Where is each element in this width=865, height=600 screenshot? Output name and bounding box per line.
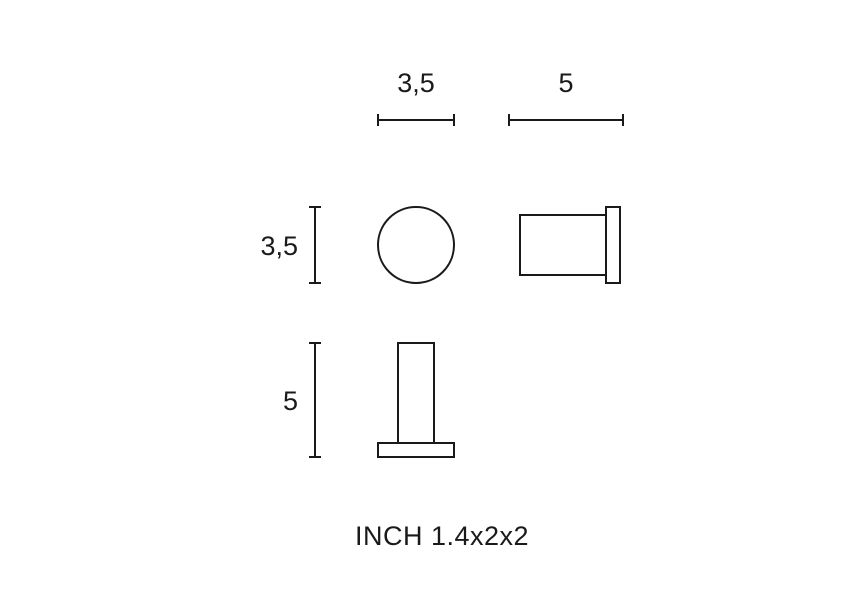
view-side-body <box>520 215 606 275</box>
view-front <box>378 343 454 457</box>
technical-drawing: 3,5 5 3,5 5 INCH 1.4x2x2 <box>0 0 865 600</box>
dim-top-2: 5 <box>509 68 623 126</box>
view-side-flange <box>606 207 620 283</box>
dim-top-1-label: 3,5 <box>397 68 435 98</box>
dim-top-2-label: 5 <box>558 68 573 98</box>
view-side <box>520 207 620 283</box>
caption-text: INCH 1.4x2x2 <box>355 521 529 551</box>
dim-top-1: 3,5 <box>378 68 454 126</box>
view-front-body <box>398 343 434 443</box>
dim-left-2-label: 5 <box>283 386 298 416</box>
dim-left-1: 3,5 <box>260 207 321 283</box>
dim-left-2: 5 <box>283 343 321 457</box>
dim-left-1-label: 3,5 <box>260 231 298 261</box>
view-top-circle <box>378 207 454 283</box>
view-front-flange <box>378 443 454 457</box>
